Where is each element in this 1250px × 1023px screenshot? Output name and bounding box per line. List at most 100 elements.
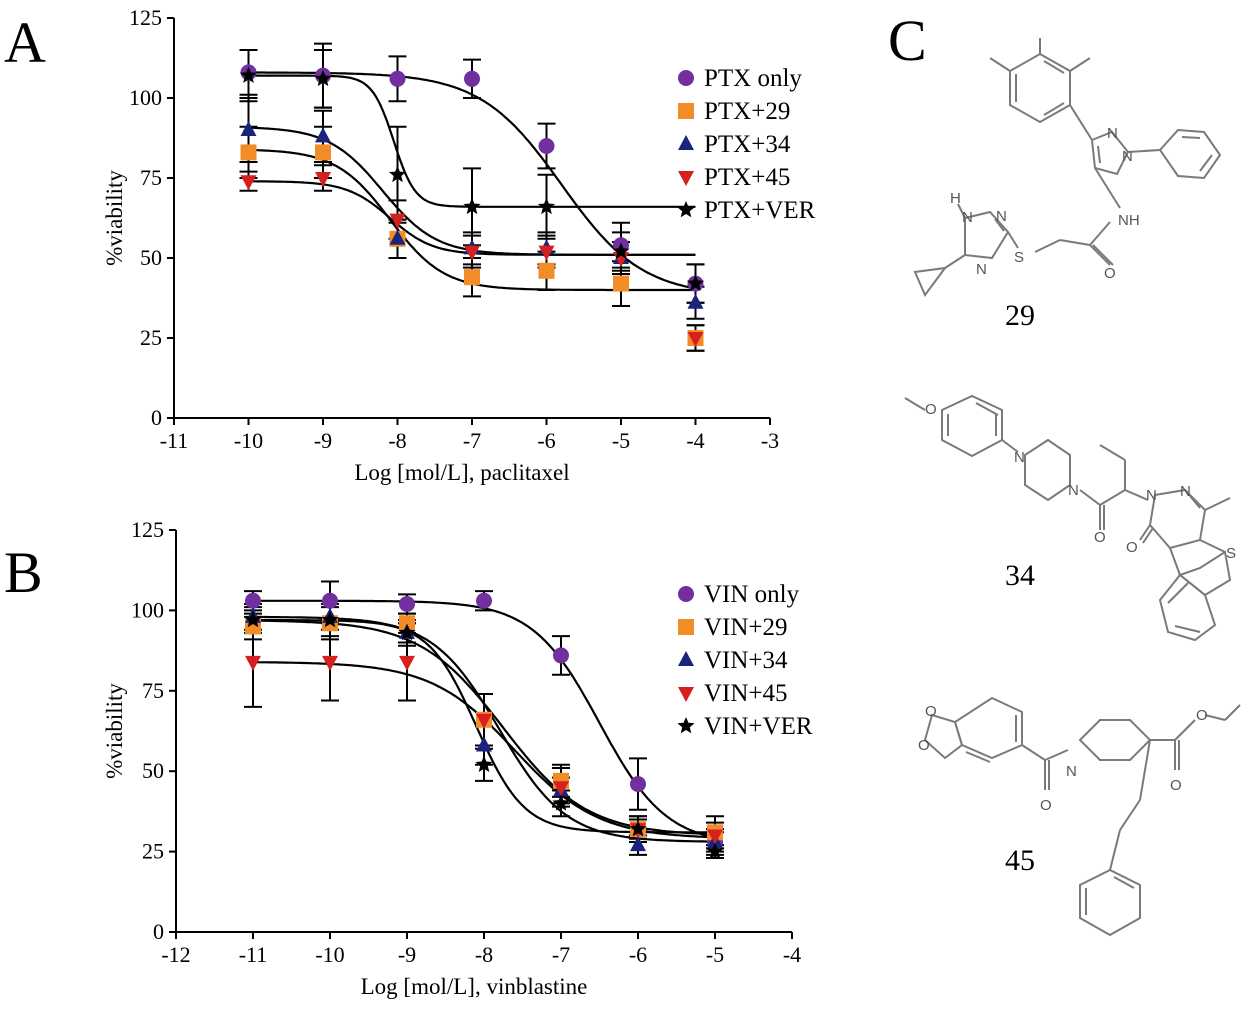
- data-point-vin-ver: [475, 755, 493, 772]
- compound-34-atom-o-methoxy: O: [925, 401, 937, 418]
- y-axis-label-a: %viability: [102, 170, 127, 266]
- x-tick-label-b: -9: [398, 942, 416, 967]
- y-tick-label-b: 25: [142, 839, 164, 864]
- compound-45-label: 45: [1005, 844, 1035, 877]
- x-tick-label-a: -6: [537, 428, 555, 453]
- data-point-ptx-34: [687, 293, 704, 309]
- data-point-vin-only: [399, 595, 415, 612]
- y-tick-label-b: 125: [131, 517, 164, 542]
- panel-label-c: C: [888, 8, 927, 73]
- legend-label-vin-29: VIN+29: [704, 614, 788, 641]
- data-point-ptx-ver: [612, 242, 630, 259]
- legend-marker-vin-45: [678, 687, 694, 702]
- data-point-vin-only: [553, 647, 569, 664]
- y-tick-label-a: 75: [140, 165, 162, 190]
- data-point-vin-only: [476, 592, 492, 609]
- compound-34-atom-n-pyr2: N: [1180, 483, 1191, 500]
- legend-marker-ptx-29: [678, 103, 694, 119]
- data-point-ptx-45: [240, 175, 257, 191]
- data-point-vin-45: [476, 713, 492, 729]
- data-point-vin-34: [630, 836, 646, 852]
- compound-29-atom-n3: N: [976, 261, 987, 278]
- compound-34-structure: O N N N N O O S 34: [904, 394, 1236, 642]
- data-point-ptx-only: [464, 70, 480, 87]
- x-tick-label-a: -8: [388, 428, 406, 453]
- compound-45-atom-o-ester1: O: [1196, 707, 1208, 724]
- legend-label-ptx-ver: PTX+VER: [704, 197, 816, 224]
- y-tick-label-a: 50: [140, 245, 162, 270]
- x-tick-label-b: -7: [552, 942, 570, 967]
- data-point-ptx-45: [464, 245, 480, 261]
- x-tick-label-b: -6: [629, 942, 647, 967]
- data-point-vin-45: [245, 655, 261, 671]
- data-point-ptx-ver: [463, 197, 481, 215]
- data-point-vin-only: [245, 592, 261, 609]
- data-point-vin-ver: [706, 842, 724, 859]
- legend-marker-vin-29: [678, 619, 694, 635]
- y-axis-label-b: %viability: [102, 683, 127, 779]
- y-tick-label-a: 125: [129, 5, 162, 30]
- compound-34-atom-s: S: [1226, 545, 1236, 562]
- y-tick-label-b: 0: [153, 919, 164, 944]
- x-tick-label-b: -4: [783, 942, 801, 967]
- x-tick-label-a: -7: [463, 428, 481, 453]
- data-point-vin-45: [322, 655, 338, 671]
- x-tick-label-a: -10: [234, 428, 263, 453]
- compound-29-atom-n1: N: [962, 209, 973, 226]
- x-axis-label-a: Log [mol/L], paclitaxel: [354, 460, 569, 485]
- compound-29-atom-h: H: [950, 190, 961, 207]
- data-point-vin-45: [553, 781, 569, 797]
- legend-label-ptx-45: PTX+45: [704, 164, 790, 191]
- compound-45-atom-o-amide: O: [1040, 797, 1052, 814]
- y-tick-label-a: 25: [140, 325, 162, 350]
- data-point-ptx-ver: [686, 274, 705, 291]
- data-point-ptx-45: [389, 213, 406, 229]
- compound-45-atom-o1: O: [925, 703, 937, 720]
- data-point-ptx-34: [240, 121, 257, 136]
- data-point-ptx-29: [464, 269, 480, 286]
- legend-label-ptx-only: PTX only: [704, 65, 802, 92]
- x-tick-label-b: -5: [706, 942, 724, 967]
- data-point-vin-45: [399, 655, 415, 671]
- x-tick-label-a: -3: [761, 428, 779, 453]
- y-tick-label-a: 0: [151, 405, 162, 430]
- structure-panel-c: H N N N N N NH S O 29: [904, 38, 1241, 937]
- data-point-ptx-34: [315, 127, 331, 143]
- compound-29-atom-n5: N: [1122, 148, 1133, 165]
- data-point-vin-29: [399, 615, 415, 632]
- data-point-ptx-ver: [239, 66, 258, 83]
- compound-29-atom-n2: N: [996, 208, 1007, 225]
- legend-marker-vin-ver: [677, 717, 695, 734]
- compound-29-label: 29: [1005, 299, 1035, 332]
- data-point-ptx-ver: [388, 165, 407, 183]
- compound-45-atom-o-ester2: O: [1170, 777, 1182, 794]
- data-point-ptx-45: [315, 172, 331, 187]
- x-tick-label-b: -8: [475, 942, 493, 967]
- legend-marker-vin-only: [678, 586, 694, 602]
- data-point-ptx-29: [538, 262, 555, 279]
- data-point-ptx-ver: [314, 69, 332, 87]
- data-point-ptx-29: [240, 144, 257, 161]
- data-point-vin-ver: [552, 794, 570, 811]
- compound-29-structure: H N N N N N NH S O 29: [913, 38, 1222, 332]
- y-tick-label-b: 75: [142, 678, 164, 703]
- panel-label-b: B: [4, 540, 43, 605]
- legend-label-vin-only: VIN only: [704, 581, 800, 608]
- x-tick-label-a: -5: [612, 428, 630, 453]
- y-tick-label-b: 100: [131, 597, 164, 622]
- compound-45-atom-n: N: [1066, 763, 1077, 780]
- x-tick-label-a: -4: [686, 428, 704, 453]
- x-tick-label-b: -12: [161, 942, 190, 967]
- compound-34-atom-n-pip2: N: [1068, 482, 1079, 499]
- data-point-vin-only: [630, 776, 646, 793]
- y-tick-label-b: 50: [142, 758, 164, 783]
- chart-panel-a: 0 25 50 75 100 125 -11 -10 -9 -8 -7 -6 -5 -4 -3 Log [mo…: [102, 5, 816, 485]
- x-axis-label-b: Log [mol/L], vinblastine: [361, 974, 588, 999]
- data-point-vin-ver: [629, 820, 647, 837]
- compound-34-atom-o-ketone: O: [1126, 539, 1138, 556]
- compound-29-atom-o: O: [1104, 265, 1116, 282]
- compound-34-atom-n-pip1: N: [1014, 449, 1025, 466]
- legend-label-ptx-34: PTX+34: [704, 131, 791, 158]
- compound-29-atom-n4: N: [1107, 125, 1118, 142]
